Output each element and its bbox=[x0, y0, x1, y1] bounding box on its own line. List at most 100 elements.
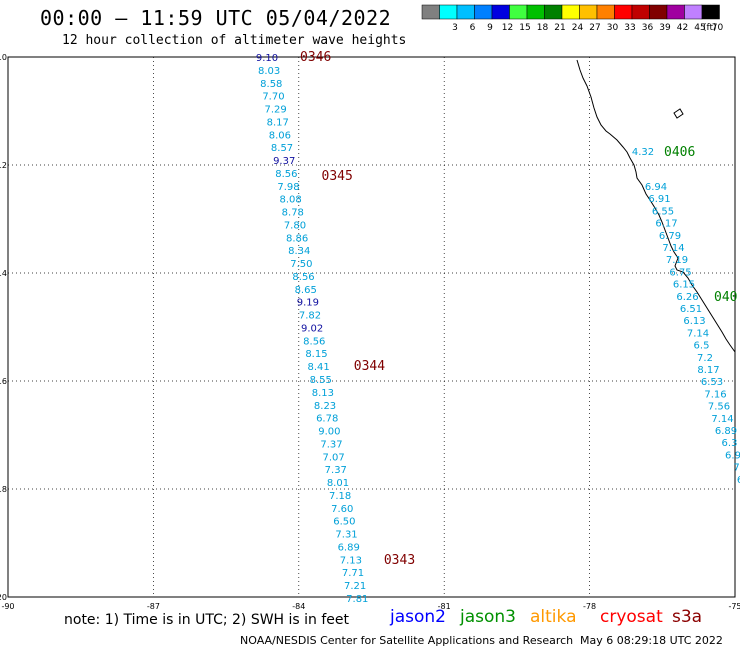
wave-height-label: 7.71 bbox=[342, 568, 364, 579]
legend-label: 39 bbox=[659, 23, 671, 33]
legend-swatch bbox=[544, 4, 563, 20]
wave-height-label: 6.13 bbox=[683, 316, 705, 327]
satellite-cryosat-label: cryosat bbox=[600, 607, 663, 627]
y-tick-label: -16 bbox=[0, 377, 7, 386]
legend-label: 45 bbox=[694, 23, 705, 33]
wave-height-label: 7.19 bbox=[666, 255, 688, 266]
legend-label: 30 bbox=[607, 23, 619, 33]
wave-height-label: 6.50 bbox=[333, 517, 355, 528]
wave-height-label: 6.79 bbox=[659, 231, 681, 242]
wave-height-label: 7.37 bbox=[320, 439, 342, 450]
x-tick-label: -84 bbox=[292, 602, 305, 611]
wave-height-label: 8.01 bbox=[327, 478, 349, 489]
legend-swatch bbox=[526, 4, 545, 20]
wave-height-label: 6.55 bbox=[652, 206, 674, 217]
wave-height-label: 6.53 bbox=[701, 377, 723, 388]
pass-time-label: 0406 bbox=[664, 145, 695, 160]
wave-height-label: 6.17 bbox=[655, 219, 677, 230]
wave-height-label: 7.14 bbox=[662, 243, 684, 254]
pass-time-label: 0343 bbox=[384, 553, 415, 568]
legend-swatch bbox=[491, 4, 510, 20]
wave-height-label: 8.56 bbox=[303, 336, 325, 347]
legend-swatch bbox=[701, 4, 720, 20]
wave-height-label: 7.31 bbox=[335, 530, 357, 541]
wave-height-label: 8.86 bbox=[286, 233, 308, 244]
x-tick-label: -90 bbox=[1, 602, 14, 611]
y-tick-label: -12 bbox=[0, 161, 7, 170]
legend-swatch bbox=[649, 4, 668, 20]
wave-height-label: 8.06 bbox=[269, 130, 291, 141]
legend-label: 24 bbox=[572, 23, 584, 33]
wave-height-label: 8.34 bbox=[288, 246, 310, 257]
x-tick-label: -81 bbox=[438, 602, 451, 611]
wave-height-label: 9.37 bbox=[273, 156, 295, 167]
y-tick-label: -10 bbox=[0, 53, 7, 62]
legend-swatch bbox=[421, 4, 440, 20]
wave-height-label: 7.13 bbox=[340, 555, 362, 566]
legend-label: 12 bbox=[502, 23, 513, 33]
pass-time-label: 040 bbox=[714, 290, 737, 305]
wave-height-label: 7.07 bbox=[323, 452, 345, 463]
legend-label: 70 bbox=[712, 23, 724, 33]
page-subtitle: 12 hour collection of altimeter wave hei… bbox=[62, 33, 407, 48]
wave-height-label: 8.17 bbox=[267, 117, 289, 128]
wave-height-label: 8.41 bbox=[307, 362, 329, 373]
y-tick-label: -14 bbox=[0, 269, 7, 278]
x-tick-label: -78 bbox=[583, 602, 596, 611]
legend-label: 6 bbox=[470, 23, 476, 33]
pass-time-label: 0345 bbox=[322, 169, 353, 184]
wave-height-label: 6 bbox=[737, 475, 740, 486]
coastline bbox=[576, 59, 736, 353]
legend-swatch bbox=[579, 4, 598, 20]
wave-height-label: 8.56 bbox=[275, 169, 297, 180]
wave-height-label: 6.26 bbox=[676, 292, 698, 303]
wave-height-label: 7.98 bbox=[277, 182, 299, 193]
legend-swatch bbox=[456, 4, 475, 20]
wave-height-label: 7 bbox=[733, 463, 739, 474]
wave-height-label: 8.15 bbox=[305, 349, 327, 360]
wave-height-label: 7.29 bbox=[264, 105, 286, 116]
wave-height-label: 8.55 bbox=[310, 375, 332, 386]
legend-label: 27 bbox=[589, 23, 600, 33]
wave-height-label: 6.91 bbox=[648, 194, 670, 205]
satellite-altika-label: altika bbox=[530, 607, 577, 627]
wave-height-label: 7.80 bbox=[284, 220, 306, 231]
legend-swatch bbox=[596, 4, 615, 20]
wave-height-label: 7.14 bbox=[687, 328, 709, 339]
wave-height-label: 6.15 bbox=[673, 280, 695, 291]
legend-swatch bbox=[439, 4, 458, 20]
wave-height-label: 9.00 bbox=[318, 427, 340, 438]
wave-height-label: 7.56 bbox=[708, 402, 730, 413]
footer-note: note: 1) Time is in UTC; 2) SWH is in fe… bbox=[64, 612, 350, 628]
wave-height-label: 8.13 bbox=[312, 388, 334, 399]
wave-height-label: 6.75 bbox=[669, 267, 691, 278]
map-frame bbox=[7, 56, 736, 598]
x-tick-label: -87 bbox=[147, 602, 160, 611]
x-tick-label: -75 bbox=[728, 602, 740, 611]
wave-height-label: 6.94 bbox=[645, 182, 667, 193]
legend-swatch bbox=[509, 4, 528, 20]
legend-swatch bbox=[614, 4, 633, 20]
wave-height-label: 8.65 bbox=[295, 285, 317, 296]
wave-height-label: 7.18 bbox=[329, 491, 351, 502]
wave-height-label: 6.51 bbox=[680, 304, 702, 315]
legend-unit: (ft) bbox=[703, 23, 717, 33]
legend-label: 15 bbox=[519, 23, 530, 33]
satellite-s3a-label: s3a bbox=[672, 607, 703, 627]
legend-swatch bbox=[666, 4, 685, 20]
legend-label: 21 bbox=[554, 23, 565, 33]
satellite-jason2-label: jason2 bbox=[390, 607, 446, 627]
wave-height-label: 6.9 bbox=[725, 450, 740, 461]
wave-height-label: 8.57 bbox=[271, 143, 293, 154]
wave-height-label: 9.02 bbox=[301, 323, 323, 334]
legend-label: 36 bbox=[642, 23, 654, 33]
page-title: 00:00 – 11:59 UTC 05/04/2022 bbox=[40, 6, 392, 30]
wave-height-label: 7.16 bbox=[704, 389, 726, 400]
satellite-jason3-label: jason3 bbox=[460, 607, 516, 627]
credit-timestamp: May 6 08:29:18 UTC 2022 bbox=[580, 634, 723, 647]
y-tick-label: -18 bbox=[0, 485, 7, 494]
legend-swatch bbox=[474, 4, 493, 20]
legend-label: 18 bbox=[537, 23, 549, 33]
pass-time-label: 0346 bbox=[300, 50, 331, 65]
